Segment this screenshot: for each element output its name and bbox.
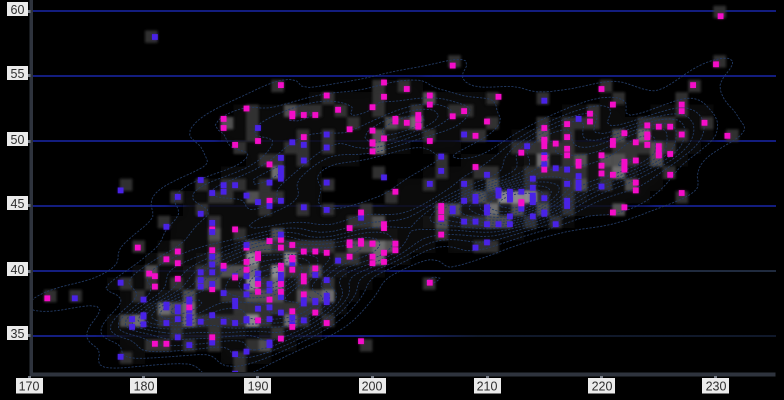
svg-text:45: 45 [11,197,25,211]
svg-text:40: 40 [11,263,25,277]
svg-text:190: 190 [248,380,269,394]
svg-text:180: 180 [134,380,155,394]
svg-text:55: 55 [11,67,25,81]
svg-text:50: 50 [11,133,25,147]
svg-text:170: 170 [19,380,40,394]
svg-text:230: 230 [706,380,727,394]
svg-text:210: 210 [477,380,498,394]
svg-text:35: 35 [11,327,25,341]
svg-text:220: 220 [592,380,613,394]
svg-text:200: 200 [362,380,383,394]
svg-text:60: 60 [11,3,25,17]
